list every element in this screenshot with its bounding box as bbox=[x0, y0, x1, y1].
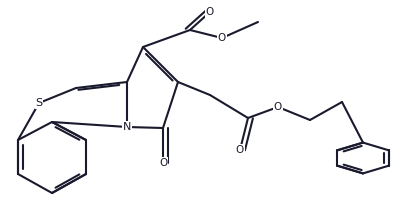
Text: N: N bbox=[123, 122, 131, 132]
Text: O: O bbox=[159, 158, 167, 168]
Text: O: O bbox=[218, 33, 226, 43]
Text: S: S bbox=[35, 98, 42, 108]
Text: O: O bbox=[236, 145, 244, 155]
Text: O: O bbox=[274, 102, 282, 112]
Text: O: O bbox=[206, 7, 214, 17]
